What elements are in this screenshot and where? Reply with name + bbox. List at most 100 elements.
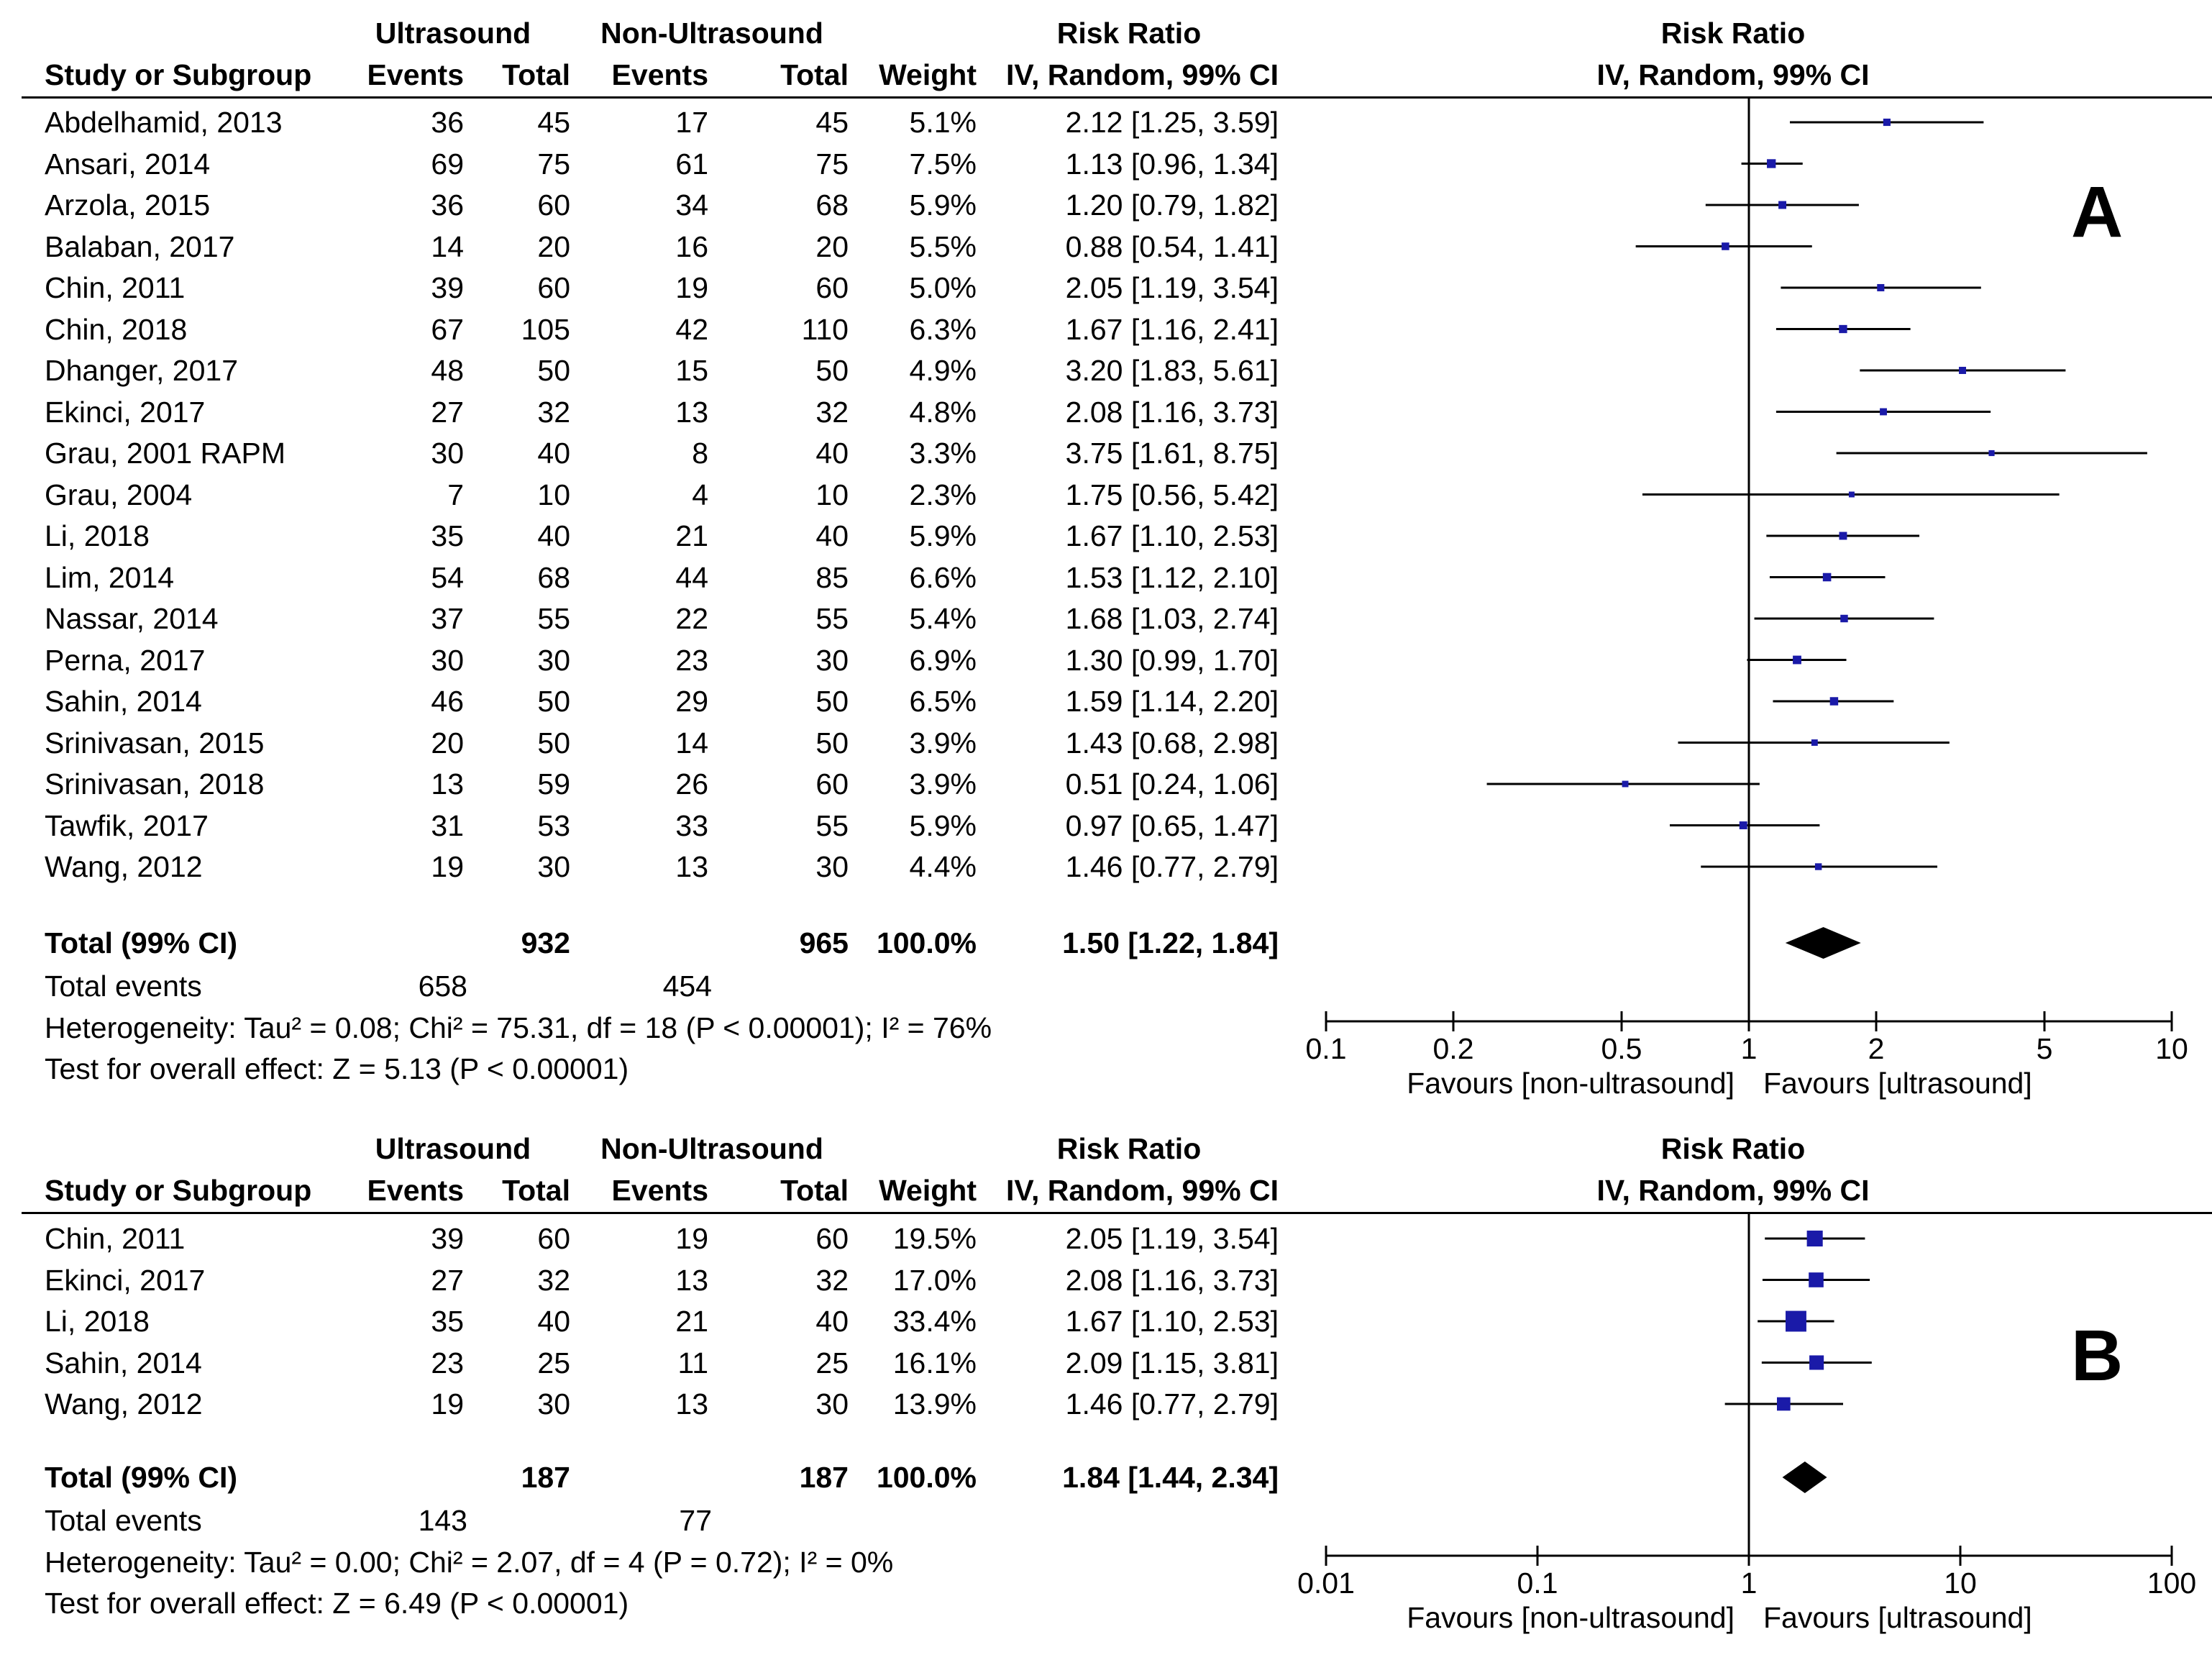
- study-name: Lim, 2014: [45, 560, 175, 594]
- study-events-ultrasound: 19: [431, 1387, 464, 1420]
- total-events-ultrasound: 658: [418, 970, 467, 1003]
- study-events-ultrasound: 36: [431, 188, 464, 222]
- x-tick-label: 2: [1868, 1032, 1885, 1065]
- study-total-ultrasound: 30: [537, 643, 570, 677]
- study-events-non-ultrasound: 19: [675, 271, 708, 304]
- study-total-ultrasound: 10: [537, 478, 570, 511]
- study-ci: 1.67 [1.10, 2.53]: [1065, 519, 1279, 552]
- study-ci: 1.67 [1.10, 2.53]: [1065, 1305, 1279, 1338]
- study-events-ultrasound: 48: [431, 354, 464, 387]
- point-estimate: [1839, 532, 1847, 540]
- study-events-non-ultrasound: 34: [675, 188, 708, 222]
- study-events-ultrasound: 7: [447, 478, 464, 511]
- favours-right-label: Favours [ultrasound]: [1763, 1067, 2032, 1100]
- x-tick-label: 10: [1944, 1566, 1977, 1600]
- study-events-non-ultrasound: 29: [675, 685, 708, 718]
- study-ci: 1.43 [0.68, 2.98]: [1065, 726, 1279, 760]
- point-estimate: [1840, 614, 1848, 623]
- study-ci: 1.20 [0.79, 1.82]: [1065, 188, 1279, 222]
- study-events-non-ultrasound: 13: [675, 395, 708, 429]
- point-estimate: [1776, 1397, 1791, 1411]
- header-study: Study or Subgroup: [45, 1174, 312, 1207]
- study-ci: 1.75 [0.56, 5.42]: [1065, 478, 1279, 511]
- point-estimate: [1778, 201, 1787, 209]
- study-weight: 5.9%: [909, 188, 977, 222]
- x-tick-label: 0.01: [1297, 1566, 1355, 1600]
- study-events-ultrasound: 31: [431, 808, 464, 842]
- study-total-non-ultrasound: 10: [815, 478, 849, 511]
- study-name: Li, 2018: [45, 1305, 150, 1338]
- study-name: Nassar, 2014: [45, 602, 219, 635]
- study-ci: 1.68 [1.03, 2.74]: [1065, 602, 1279, 635]
- header-weight: Weight: [879, 1174, 977, 1207]
- point-estimate: [1829, 697, 1839, 706]
- header-events-1: Events: [367, 58, 464, 91]
- study-ci: 3.75 [1.61, 8.75]: [1065, 437, 1279, 470]
- study-weight: 2.3%: [909, 478, 977, 511]
- study-events-ultrasound: 39: [431, 1222, 464, 1255]
- forest-plot-svg: [1325, 96, 2173, 1031]
- heterogeneity-text: Heterogeneity: Tau² = 0.08; Chi² = 75.31…: [45, 1011, 992, 1044]
- point-estimate: [1809, 1272, 1824, 1287]
- study-weight: 19.5%: [892, 1222, 977, 1255]
- study-name: Srinivasan, 2015: [45, 726, 265, 760]
- study-total-non-ultrasound: 60: [815, 767, 849, 801]
- study-total-non-ultrasound: 68: [815, 188, 849, 222]
- study-ci: 2.05 [1.19, 3.54]: [1065, 1222, 1279, 1255]
- total-events-non-ultrasound: 77: [679, 1504, 712, 1537]
- study-ci: 3.20 [1.83, 5.61]: [1065, 354, 1279, 387]
- point-estimate: [1793, 655, 1801, 665]
- study-events-ultrasound: 39: [431, 271, 464, 304]
- study-events-ultrasound: 19: [431, 850, 464, 883]
- study-total-ultrasound: 75: [537, 147, 570, 181]
- study-events-non-ultrasound: 22: [675, 602, 708, 635]
- study-name: Abdelhamid, 2013: [45, 106, 283, 139]
- study-weight: 4.9%: [909, 354, 977, 387]
- total-ultrasound: 187: [521, 1461, 570, 1494]
- overall-effect-text: Test for overall effect: Z = 6.49 (P < 0…: [45, 1587, 629, 1620]
- study-name: Sahin, 2014: [45, 1346, 202, 1379]
- study-name: Li, 2018: [45, 519, 150, 552]
- study-total-ultrasound: 40: [537, 437, 570, 470]
- study-events-non-ultrasound: 33: [675, 808, 708, 842]
- total-non-ultrasound: 965: [799, 926, 849, 959]
- study-total-non-ultrasound: 40: [815, 519, 849, 552]
- study-weight: 7.5%: [909, 147, 977, 181]
- study-weight: 4.4%: [909, 850, 977, 883]
- forest-plot-svg: [1325, 1212, 2173, 1566]
- favours-right-label: Favours [ultrasound]: [1763, 1601, 2032, 1634]
- study-weight: 5.5%: [909, 229, 977, 263]
- study-total-ultrasound: 40: [537, 1305, 570, 1338]
- study-total-ultrasound: 50: [537, 726, 570, 760]
- study-events-non-ultrasound: 19: [675, 1222, 708, 1255]
- header-risk-ratio: Risk Ratio: [1056, 17, 1202, 50]
- forest-panel-a: Ultrasound Non-Ultrasound Risk Ratio Risk R…: [22, 17, 2212, 1100]
- overall-effect-text: Test for overall effect: Z = 5.13 (P < 0…: [45, 1052, 629, 1085]
- study-total-ultrasound: 32: [537, 395, 570, 429]
- study-total-ultrasound: 60: [537, 271, 570, 304]
- study-total-ultrasound: 50: [537, 685, 570, 718]
- study-weight: 33.4%: [892, 1305, 977, 1338]
- header-group-non-ultrasound: Non-Ultrasound: [600, 17, 823, 50]
- x-tick-label: 0.2: [1432, 1032, 1474, 1065]
- study-total-non-ultrasound: 20: [815, 229, 849, 263]
- favours-left-label: Favours [non-ultrasound]: [1407, 1601, 1735, 1634]
- study-events-non-ultrasound: 13: [675, 850, 708, 883]
- study-events-ultrasound: 67: [431, 312, 464, 346]
- point-estimate: [1622, 780, 1629, 788]
- study-events-ultrasound: 54: [431, 560, 464, 594]
- study-events-ultrasound: 35: [431, 1305, 464, 1338]
- total-weight: 100.0%: [876, 1461, 977, 1494]
- header-events-2: Events: [611, 58, 708, 91]
- point-estimate: [1822, 573, 1832, 582]
- x-tick-label: 0.1: [1517, 1566, 1558, 1600]
- header-total-2: Total: [780, 58, 849, 91]
- x-tick-label: 1: [1740, 1566, 1758, 1600]
- study-events-non-ultrasound: 13: [675, 1387, 708, 1420]
- study-events-non-ultrasound: 26: [675, 767, 708, 801]
- header-separator: [22, 96, 2212, 99]
- total-events-label: Total events: [45, 970, 202, 1003]
- study-events-non-ultrasound: 61: [675, 147, 708, 181]
- point-estimate: [1880, 408, 1887, 416]
- study-total-ultrasound: 32: [537, 1263, 570, 1297]
